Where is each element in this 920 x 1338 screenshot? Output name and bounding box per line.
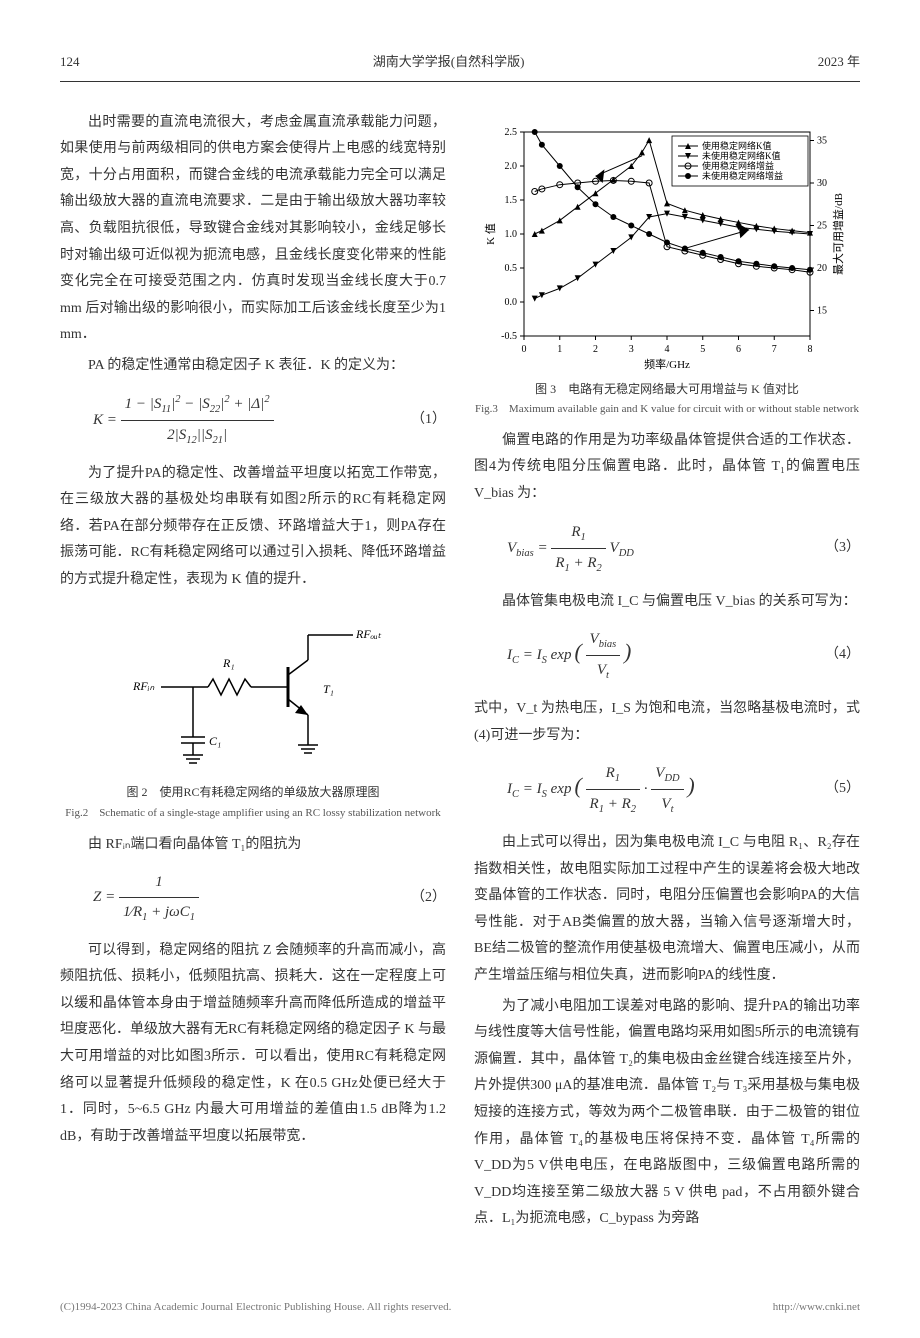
left-column: 出时需要的直流电流很大，考虑金属直流承载能力问题，如果使用与前两级相同的供电方案…: [60, 110, 446, 1237]
t1-label: T₁: [323, 682, 334, 696]
equation-2: Z = 11⁄R1 + jωC1 （2）: [60, 868, 446, 927]
r1-label: R₁: [222, 656, 235, 670]
journal-title: 湖南大学学报(自然科学版): [373, 50, 525, 75]
svg-text:0.0: 0.0: [505, 297, 518, 308]
copyright-text: (C)1994-2023 China Academic Journal Elec…: [60, 1297, 451, 1318]
paragraph: 偏置电路的作用是为功率级晶体管提供合适的工作状态．图4为传统电阻分压偏置电路．此…: [474, 428, 860, 508]
paragraph: 出时需要的直流电流很大，考虑金属直流承载能力问题，如果使用与前两级相同的供电方案…: [60, 110, 446, 349]
svg-text:0: 0: [522, 344, 527, 355]
paragraph: 晶体管集电极电流 I_C 与偏置电压 V_bias 的关系可写为：: [474, 589, 860, 616]
equation-body: Z = 11⁄R1 + jωC1: [60, 868, 406, 927]
figure-3: 0 1 2 3 4 5 6 7 8 频率/GHz -0.5 0.0 0.5 1.0 1.5 2.0 2.5 K 值…: [474, 122, 860, 418]
paragraph: 可以得到，稳定网络的阻抗 Z 会随频率的升高而减小，高频阻抗低、损耗小，低频阻抗…: [60, 938, 446, 1151]
svg-text:K 值: K 值: [484, 223, 497, 245]
equation-1: K = 1 − |S11|2 − |S22|2 + |Δ|22|S12||S21…: [60, 390, 446, 451]
equation-number: （2）: [406, 885, 446, 912]
svg-text:未使用稳定网络增益: 未使用稳定网络增益: [702, 170, 783, 181]
figure-caption-cn: 图 2 使用RC有耗稳定网络的单级放大器原理图: [60, 781, 446, 804]
schematic-svg: RFᵢₙ R₁: [123, 605, 383, 775]
figure-2: RFᵢₙ R₁: [60, 605, 446, 821]
equation-number: （1）: [406, 407, 446, 434]
two-column-body: 出时需要的直流电流很大，考虑金属直流承载能力问题，如果使用与前两级相同的供电方案…: [60, 110, 860, 1237]
equation-3: Vbias = R1R1 + R2 VDD （3）: [474, 518, 860, 579]
svg-text:1.5: 1.5: [505, 195, 518, 206]
equation-body: IC = IS exp ( VbiasVt ): [474, 625, 820, 686]
svg-text:1: 1: [557, 344, 562, 355]
page-footer: (C)1994-2023 China Academic Journal Elec…: [0, 1267, 920, 1338]
svg-text:20: 20: [817, 263, 827, 274]
svg-text:0.5: 0.5: [505, 263, 518, 274]
page: 124 湖南大学学报(自然科学版) 2023 年 出时需要的直流电流很大，考虑金…: [0, 0, 920, 1267]
right-column: 0 1 2 3 4 5 6 7 8 频率/GHz -0.5 0.0 0.5 1.0 1.5 2.0 2.5 K 值…: [474, 110, 860, 1237]
figure-caption-en: Fig.2 Schematic of a single-stage amplif…: [60, 806, 446, 821]
page-number: 124: [60, 50, 80, 75]
svg-text:使用稳定网络K值: 使用稳定网络K值: [702, 140, 772, 151]
year: 2023 年: [818, 50, 860, 75]
paragraph: 为了提升PA的稳定性、改善增益平坦度以拓宽工作带宽，在三级放大器的基极处均串联有…: [60, 461, 446, 594]
c1-label: C₁: [209, 734, 221, 748]
equation-number: （3）: [820, 535, 860, 562]
svg-text:最大可用增益/dB: 最大可用增益/dB: [831, 193, 845, 275]
svg-text:2: 2: [593, 344, 598, 355]
svg-text:30: 30: [817, 178, 827, 189]
paragraph: PA 的稳定性通常由稳定因子 K 表征．K 的定义为：: [60, 353, 446, 380]
svg-text:25: 25: [817, 220, 827, 231]
svg-text:2.5: 2.5: [505, 127, 518, 138]
svg-text:未使用稳定网络K值: 未使用稳定网络K值: [702, 150, 781, 161]
equation-number: （5）: [820, 776, 860, 803]
equation-number: （4）: [820, 642, 860, 669]
paragraph: 由 RFᵢₙ端口看向晶体管 T₁的阻抗为: [60, 832, 446, 859]
svg-text:频率/GHz: 频率/GHz: [644, 357, 690, 371]
figure-caption-en: Fig.3 Maximum available gain and K value…: [474, 402, 860, 417]
equation-body: K = 1 − |S11|2 − |S22|2 + |Δ|22|S12||S21…: [60, 390, 406, 451]
paragraph: 由上式可以得出，因为集电极电流 I_C 与电阻 R₁、R₂存在指数相关性，故电阻…: [474, 830, 860, 990]
paragraph: 为了减小电阻加工误差对电路的影响、提升PA的输出功率与线性度等大信号性能，偏置电…: [474, 994, 860, 1233]
svg-text:6: 6: [736, 344, 741, 355]
rfin-label: RFᵢₙ: [132, 679, 155, 693]
svg-text:4: 4: [665, 344, 670, 355]
equation-body: IC = IS exp ( R1R1 + R2 · VDDVt ): [474, 759, 820, 820]
paragraph: 式中，V_t 为热电压，I_S 为饱和电流，当忽略基极电流时，式(4)可进一步写…: [474, 696, 860, 749]
svg-text:8: 8: [808, 344, 813, 355]
equation-4: IC = IS exp ( VbiasVt ) （4）: [474, 625, 860, 686]
svg-text:5: 5: [700, 344, 705, 355]
svg-text:15: 15: [817, 305, 827, 316]
footer-url: http://www.cnki.net: [773, 1297, 860, 1318]
svg-text:2.0: 2.0: [505, 161, 518, 172]
svg-text:35: 35: [817, 135, 827, 146]
svg-text:-0.5: -0.5: [501, 331, 517, 342]
rfout-label: RFₒᵤₜ: [355, 627, 382, 641]
svg-text:1.0: 1.0: [505, 229, 518, 240]
svg-text:使用稳定网络增益: 使用稳定网络增益: [702, 160, 774, 171]
svg-text:3: 3: [629, 344, 634, 355]
figure-caption-cn: 图 3 电路有无稳定网络最大可用增益与 K 值对比: [474, 378, 860, 401]
svg-text:7: 7: [772, 344, 777, 355]
running-header: 124 湖南大学学报(自然科学版) 2023 年: [60, 50, 860, 82]
equation-5: IC = IS exp ( R1R1 + R2 · VDDVt ) （5）: [474, 759, 860, 820]
equation-body: Vbias = R1R1 + R2 VDD: [474, 518, 820, 579]
chart-svg: 0 1 2 3 4 5 6 7 8 频率/GHz -0.5 0.0 0.5 1.0 1.5 2.0 2.5 K 值…: [482, 122, 852, 372]
